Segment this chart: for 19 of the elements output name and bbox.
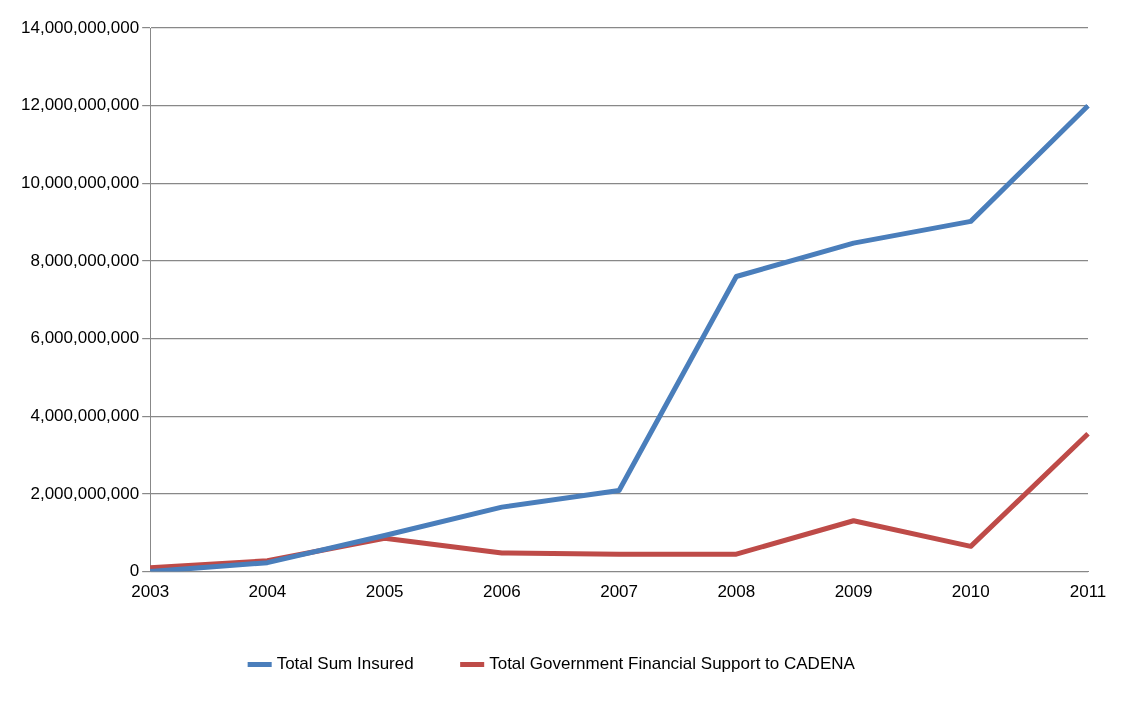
y-tick-label: 8,000,000,000 <box>30 250 140 270</box>
x-tick-label: 2009 <box>834 582 873 602</box>
y-tick-label: 2,000,000,000 <box>30 483 140 503</box>
x-tick-label: 2008 <box>717 582 756 602</box>
y-tick-label: 10,000,000,000 <box>21 173 140 192</box>
legend-label: Total Sum Insured <box>276 654 414 674</box>
x-tick-label: 2011 <box>1069 582 1107 602</box>
y-tick-label: 4,000,000,000 <box>30 405 140 425</box>
legend-label: Total Government Financial Support to CADENA <box>489 654 856 674</box>
x-tick-label: 2007 <box>600 582 638 602</box>
y-tick-label: 12,000,000,000 <box>21 95 140 115</box>
x-tick-label: 2003 <box>131 582 170 602</box>
x-tick-label: 2006 <box>482 582 521 602</box>
x-tick-label: 2005 <box>365 582 404 602</box>
x-tick-label: 2010 <box>951 582 990 602</box>
y-tick-label: 6,000,000,000 <box>30 328 140 348</box>
x-tick-label: 2004 <box>248 582 287 602</box>
y-tick-label: 0 <box>129 561 140 581</box>
y-tick-label: 14,000,000,000 <box>21 17 140 37</box>
